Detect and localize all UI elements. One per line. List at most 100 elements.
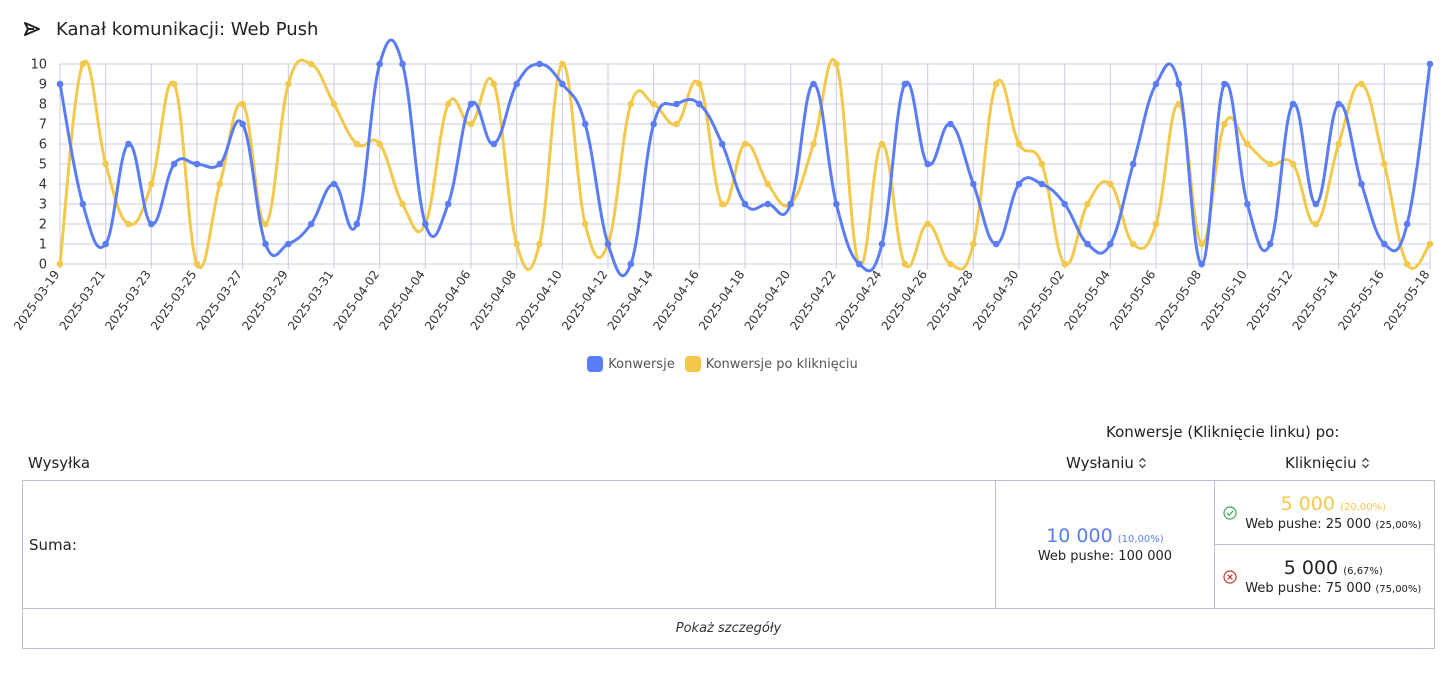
legend-label-konwersje: Konwersje bbox=[608, 356, 675, 372]
legend-item-konwersje-po-kliknieciu[interactable]: Konwersje po kliknięciu bbox=[684, 356, 858, 372]
x-tick-label: 2025-03-19 bbox=[11, 268, 62, 333]
data-point-konwersje bbox=[810, 80, 817, 88]
data-point-konwersje bbox=[604, 240, 612, 248]
data-point-konwersje-po-klikni-ciu bbox=[1129, 240, 1137, 248]
data-point-konwersje bbox=[170, 160, 178, 168]
column-header-wyslaniu-label: Wysłaniu bbox=[1066, 454, 1134, 472]
x-tick-label: 2025-04-02 bbox=[331, 268, 382, 333]
data-point-konwersje-po-klikni-ciu bbox=[1061, 260, 1068, 268]
data-point-konwersje bbox=[559, 80, 566, 88]
data-point-konwersje-po-klikni-ciu bbox=[170, 80, 178, 88]
data-point-konwersje bbox=[285, 240, 292, 248]
data-point-konwersje bbox=[1312, 200, 1320, 208]
data-point-konwersje bbox=[1152, 80, 1160, 88]
legend-item-konwersje[interactable]: Konwersje bbox=[587, 356, 675, 372]
data-point-konwersje-po-klikni-ciu bbox=[467, 120, 475, 128]
x-tick-label: 2025-05-02 bbox=[1016, 268, 1067, 333]
data-point-konwersje bbox=[741, 200, 749, 208]
klik-positive: 5 000 (20,00%) Web pushe: 25 000 (25,00%… bbox=[1215, 481, 1434, 544]
column-header-kliknieciu-label: Kliknięciu bbox=[1285, 454, 1357, 472]
y-tick-label: 0 bbox=[39, 258, 47, 273]
klik-negative-value: 5 000 bbox=[1283, 557, 1339, 579]
data-point-konwersje bbox=[193, 160, 201, 168]
data-point-konwersje-po-klikni-ciu bbox=[764, 180, 772, 188]
data-point-konwersje bbox=[1129, 160, 1137, 168]
data-point-konwersje-po-klikni-ciu bbox=[627, 100, 635, 108]
data-point-konwersje-po-klikni-ciu bbox=[56, 260, 64, 268]
data-point-konwersje bbox=[56, 80, 64, 88]
data-point-konwersje-po-klikni-ciu bbox=[947, 260, 954, 268]
data-point-konwersje-po-klikni-ciu bbox=[536, 240, 543, 248]
data-point-konwersje-po-klikni-ciu bbox=[444, 100, 452, 108]
data-point-konwersje bbox=[947, 120, 954, 128]
data-point-konwersje-po-klikni-ciu bbox=[992, 80, 1000, 88]
data-point-konwersje bbox=[1289, 100, 1297, 108]
y-tick-label: 2 bbox=[39, 218, 47, 233]
data-point-konwersje-po-klikni-ciu bbox=[924, 220, 931, 228]
x-tick-label: 2025-04-16 bbox=[650, 268, 701, 333]
data-point-konwersje-po-klikni-ciu bbox=[1015, 140, 1023, 148]
data-point-konwersje-po-klikni-ciu bbox=[1403, 260, 1411, 268]
x-tick-label: 2025-04-08 bbox=[468, 268, 519, 333]
data-point-konwersje bbox=[992, 240, 1000, 248]
x-tick-label: 2025-03-31 bbox=[285, 268, 336, 333]
data-point-konwersje-po-klikni-ciu bbox=[1244, 140, 1251, 148]
data-point-konwersje-po-klikni-ciu bbox=[718, 200, 726, 208]
y-tick-label: 1 bbox=[39, 238, 47, 253]
send-outline-icon bbox=[24, 22, 40, 36]
sort-icon[interactable] bbox=[1138, 457, 1147, 469]
data-point-konwersje-po-klikni-ciu bbox=[1038, 160, 1046, 168]
data-point-konwersje bbox=[878, 240, 886, 248]
column-header-wyslaniu[interactable]: Wysłaniu bbox=[1066, 454, 1147, 472]
data-point-konwersje bbox=[1084, 240, 1091, 248]
y-tick-label: 9 bbox=[39, 78, 47, 93]
data-point-konwersje-po-klikni-ciu bbox=[559, 60, 566, 68]
data-point-konwersje bbox=[1244, 200, 1251, 208]
y-tick-label: 5 bbox=[39, 158, 47, 173]
data-point-konwersje bbox=[673, 100, 680, 108]
x-tick-label: 2025-04-18 bbox=[696, 268, 747, 333]
data-point-konwersje bbox=[1175, 80, 1183, 88]
data-point-konwersje bbox=[1198, 260, 1205, 268]
data-point-konwersje bbox=[1403, 220, 1411, 228]
column-header-kliknieciu[interactable]: Kliknięciu bbox=[1285, 454, 1370, 472]
data-point-konwersje bbox=[1381, 240, 1388, 248]
data-point-konwersje-po-klikni-ciu bbox=[307, 60, 315, 68]
x-tick-label: 2025-03-21 bbox=[57, 268, 108, 333]
data-point-konwersje-po-klikni-ciu bbox=[1221, 120, 1228, 128]
data-point-konwersje-po-klikni-ciu bbox=[581, 220, 589, 228]
data-point-konwersje bbox=[1015, 180, 1023, 188]
data-point-konwersje bbox=[467, 100, 475, 108]
data-point-konwersje bbox=[855, 260, 863, 268]
x-tick-label: 2025-05-08 bbox=[1153, 268, 1204, 333]
x-tick-label: 2025-04-06 bbox=[422, 268, 473, 333]
klik-negative-web-pushe: Web pushe: 75 000 bbox=[1245, 581, 1372, 596]
data-point-konwersje bbox=[513, 80, 520, 88]
cell-wyslaniu: 10 000 (10,00%) Web pushe: 100 000 bbox=[995, 480, 1215, 609]
data-point-konwersje bbox=[79, 200, 87, 208]
data-point-konwersje-po-klikni-ciu bbox=[102, 160, 109, 168]
data-point-konwersje bbox=[422, 220, 429, 228]
sort-icon[interactable] bbox=[1361, 457, 1370, 469]
data-point-konwersje-po-klikni-ciu bbox=[1198, 240, 1205, 248]
data-point-konwersje-po-klikni-ciu bbox=[1381, 160, 1388, 168]
data-point-konwersje-po-klikni-ciu bbox=[79, 60, 87, 68]
data-point-konwersje bbox=[262, 240, 269, 248]
data-point-konwersje bbox=[376, 60, 383, 68]
data-point-konwersje bbox=[696, 100, 703, 108]
data-point-konwersje bbox=[490, 140, 498, 148]
row-label-text: Suma: bbox=[29, 535, 77, 554]
data-point-konwersje bbox=[239, 120, 246, 128]
data-point-konwersje bbox=[1221, 80, 1228, 88]
x-tick-label: 2025-04-10 bbox=[513, 268, 564, 333]
data-point-konwersje bbox=[924, 160, 931, 168]
show-details-link[interactable]: Pokaż szczegóły bbox=[22, 608, 1435, 649]
klik-negative-percent: (6,67%) bbox=[1343, 566, 1383, 577]
page-title: Kanał komunikacji: Web Push bbox=[56, 18, 319, 40]
data-point-konwersje-po-klikni-ciu bbox=[1312, 220, 1320, 228]
data-point-konwersje-po-klikni-ciu bbox=[1335, 140, 1342, 148]
x-tick-label: 2025-05-12 bbox=[1244, 268, 1295, 333]
data-point-konwersje bbox=[1038, 180, 1046, 188]
data-point-konwersje-po-klikni-ciu bbox=[901, 260, 909, 268]
data-point-konwersje bbox=[399, 60, 406, 68]
